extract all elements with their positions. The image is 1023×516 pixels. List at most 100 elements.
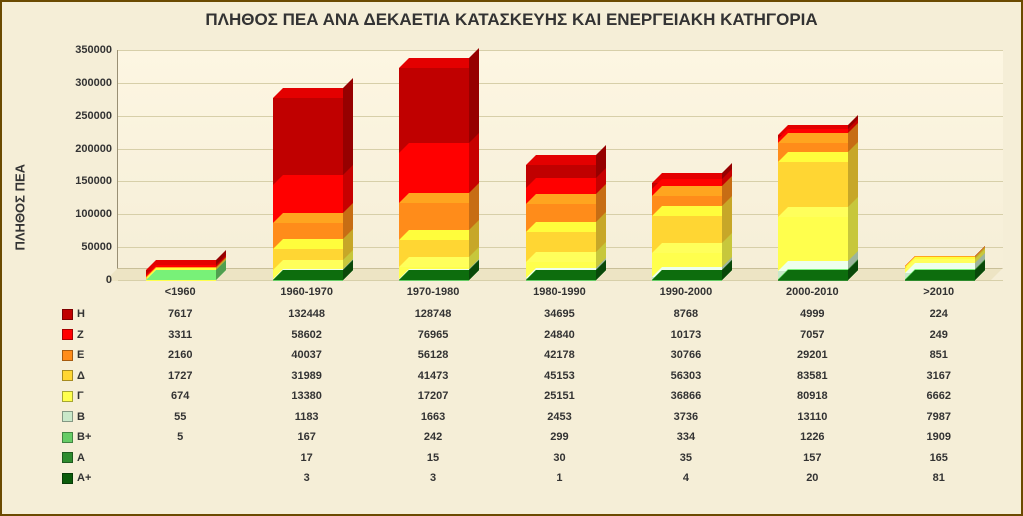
table-row: Β+ 516724229933412261909 — [62, 427, 1002, 448]
category-label: 1970-1980 — [370, 286, 496, 298]
legend-swatch — [62, 432, 73, 443]
series-name: Α — [77, 452, 85, 464]
table-cell: 13110 — [749, 411, 875, 423]
category-label: 1990-2000 — [623, 286, 749, 298]
table-cell: 7057 — [749, 329, 875, 341]
table-cell: 334 — [623, 431, 749, 443]
legend-swatch — [62, 329, 73, 340]
table-row: Β551183166324533736131107987 — [62, 407, 1002, 428]
category-labels-row: <19601960-19701970-19801980-19901990-200… — [117, 286, 1002, 298]
legend-item: Β — [62, 411, 117, 423]
table-row: Ζ3311586027696524840101737057249 — [62, 325, 1002, 346]
table-row: Δ172731989414734515356303835813167 — [62, 366, 1002, 387]
table-cell: 81 — [876, 472, 1002, 484]
table-cell: 17207 — [370, 390, 496, 402]
table-cell: 5 — [117, 431, 243, 443]
table-cell: 24840 — [496, 329, 622, 341]
table-cell: 25151 — [496, 390, 622, 402]
bar — [778, 135, 848, 280]
y-tick-label: 150000 — [52, 175, 118, 187]
table-cell: 167 — [243, 431, 369, 443]
gridline — [118, 116, 1003, 117]
series-name: Η — [77, 308, 85, 320]
bar — [652, 183, 722, 280]
series-name: Δ — [77, 370, 85, 382]
table-cell: 30766 — [623, 349, 749, 361]
legend-item: Ζ — [62, 329, 117, 341]
plot-area: 0500001000001500002000002500003000003500… — [117, 50, 1003, 281]
gridline — [118, 50, 1003, 51]
table-cell: 80918 — [749, 390, 875, 402]
table-cell: 165 — [876, 452, 1002, 464]
legend-item: Δ — [62, 370, 117, 382]
table-cell: 242 — [370, 431, 496, 443]
table-cell: 42178 — [496, 349, 622, 361]
table-cell: 30 — [496, 452, 622, 464]
table-cell: 132448 — [243, 308, 369, 320]
table-cell: 3 — [370, 472, 496, 484]
table-cell: 3736 — [623, 411, 749, 423]
table-cell: 224 — [876, 308, 1002, 320]
table-cell: 1909 — [876, 431, 1002, 443]
table-cell: 7617 — [117, 308, 243, 320]
legend-item: Α — [62, 452, 117, 464]
table-cell: 299 — [496, 431, 622, 443]
table-cell: 83581 — [749, 370, 875, 382]
table-cell: 55 — [117, 411, 243, 423]
table-cell: 249 — [876, 329, 1002, 341]
table-cell: 41473 — [370, 370, 496, 382]
y-tick-label: 100000 — [52, 208, 118, 220]
series-name: Ζ — [77, 329, 84, 341]
category-label: <1960 — [117, 286, 243, 298]
table-cell: 17 — [243, 452, 369, 464]
table-cell: 6662 — [876, 390, 1002, 402]
data-table: Η76171324481287483469587684999224Ζ331158… — [62, 304, 1002, 489]
legend-swatch — [62, 309, 73, 320]
legend-item: Α+ — [62, 472, 117, 484]
bar — [905, 266, 975, 280]
table-cell: 157 — [749, 452, 875, 464]
table-cell: 56303 — [623, 370, 749, 382]
series-name: Β+ — [77, 431, 91, 443]
table-cell: 35 — [623, 452, 749, 464]
legend-item: Η — [62, 308, 117, 320]
table-cell: 8768 — [623, 308, 749, 320]
y-tick-label: 200000 — [52, 143, 118, 155]
y-tick-label: 50000 — [52, 241, 118, 253]
legend-swatch — [62, 452, 73, 463]
table-cell: 10173 — [623, 329, 749, 341]
table-cell: 2453 — [496, 411, 622, 423]
bar — [526, 165, 596, 280]
chart-title: ΠΛΗΘΟΣ ΠΕΑ ΑΝΑ ΔΕΚΑΕΤΙΑ ΚΑΤΑΣΚΕΥΗΣ ΚΑΙ Ε… — [2, 10, 1021, 30]
table-cell: 34695 — [496, 308, 622, 320]
table-cell: 56128 — [370, 349, 496, 361]
table-cell: 29201 — [749, 349, 875, 361]
table-cell: 1727 — [117, 370, 243, 382]
legend-swatch — [62, 473, 73, 484]
legend-swatch — [62, 411, 73, 422]
category-label: 1980-1990 — [496, 286, 622, 298]
y-tick-label: 350000 — [52, 44, 118, 56]
table-cell: 3167 — [876, 370, 1002, 382]
table-cell: 76965 — [370, 329, 496, 341]
gridline — [118, 280, 1003, 281]
bar — [273, 98, 343, 281]
legend-swatch — [62, 391, 73, 402]
table-cell: 31989 — [243, 370, 369, 382]
table-cell: 3311 — [117, 329, 243, 341]
table-cell: 7987 — [876, 411, 1002, 423]
table-cell: 4 — [623, 472, 749, 484]
table-cell: 851 — [876, 349, 1002, 361]
legend-item: Γ — [62, 390, 117, 402]
table-cell: 1226 — [749, 431, 875, 443]
legend-swatch — [62, 370, 73, 381]
series-name: Α+ — [77, 472, 91, 484]
y-tick-label: 250000 — [52, 110, 118, 122]
bar-segment — [273, 98, 343, 185]
chart-frame: ΠΛΗΘΟΣ ΠΕΑ ΑΝΑ ΔΕΚΑΕΤΙΑ ΚΑΤΑΣΚΕΥΗΣ ΚΑΙ Ε… — [0, 0, 1023, 516]
category-label: 1960-1970 — [243, 286, 369, 298]
table-row: Γ67413380172072515136866809186662 — [62, 386, 1002, 407]
series-name: Γ — [77, 390, 84, 402]
table-cell: 15 — [370, 452, 496, 464]
series-name: Β — [77, 411, 85, 423]
